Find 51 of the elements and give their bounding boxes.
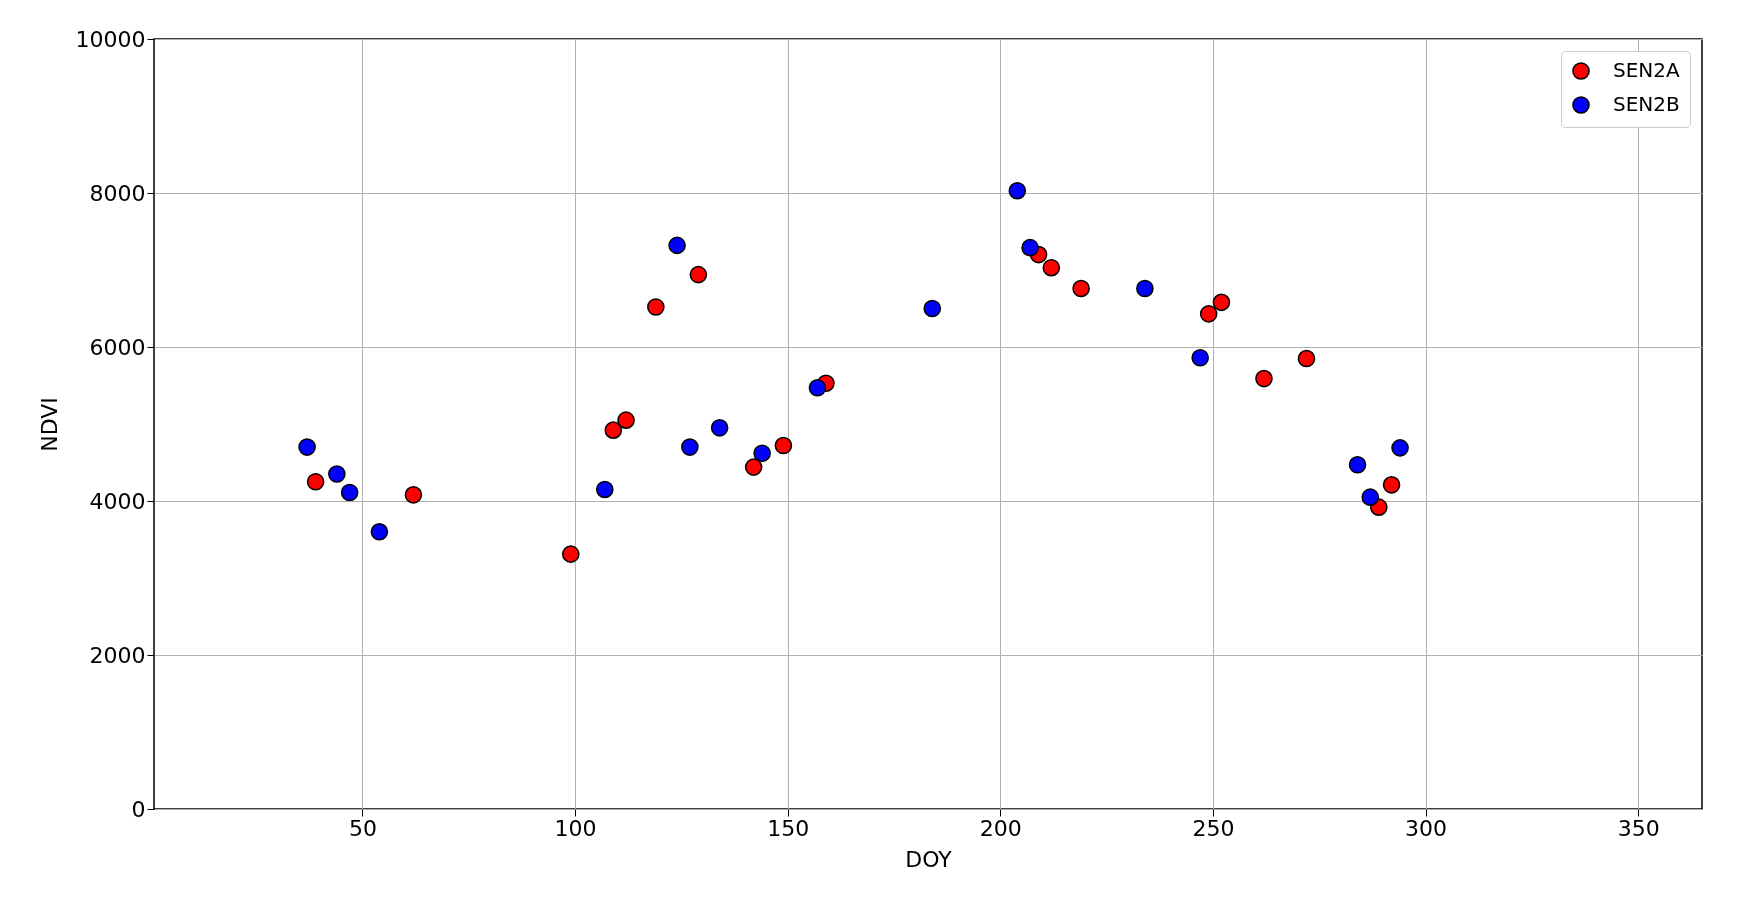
point — [668, 236, 686, 255]
point — [370, 523, 389, 541]
y-tick-label: 6000 — [89, 334, 146, 360]
point — [617, 411, 635, 429]
point — [647, 298, 665, 316]
point — [1021, 238, 1039, 257]
point — [340, 483, 359, 502]
point — [1199, 305, 1218, 323]
x-tick-label: 350 — [1617, 815, 1660, 841]
y-tick-label: 2000 — [89, 642, 146, 668]
x-tick-label: 200 — [979, 815, 1022, 841]
x-tick-label: 250 — [1192, 815, 1235, 841]
point — [1136, 279, 1154, 298]
point — [744, 458, 763, 476]
point — [1072, 279, 1090, 298]
point — [689, 265, 708, 284]
legend-label: SEN2B — [1613, 92, 1680, 116]
x-tick-label: 100 — [554, 815, 597, 841]
point — [306, 472, 325, 491]
point — [595, 480, 614, 499]
point — [1191, 348, 1209, 367]
point — [681, 438, 699, 456]
y-tick-label: 10000 — [75, 26, 146, 52]
x-axis-title: DOY — [905, 846, 953, 872]
point — [604, 421, 623, 439]
point — [1391, 439, 1409, 457]
point — [1255, 369, 1273, 388]
point — [298, 438, 316, 456]
point — [404, 486, 423, 504]
x-tick-label: 150 — [767, 815, 810, 841]
point — [923, 299, 942, 318]
point — [1008, 181, 1027, 200]
y-tick-label: 4000 — [89, 488, 146, 514]
x-tick-label: 300 — [1405, 815, 1448, 841]
point — [561, 545, 580, 563]
point — [1382, 476, 1401, 494]
point — [1297, 349, 1316, 368]
point — [1348, 456, 1367, 474]
y-axis-title: NDVI — [36, 397, 62, 452]
y-tick-label: 8000 — [89, 180, 146, 206]
point — [1212, 293, 1231, 312]
point — [774, 436, 793, 455]
point — [710, 419, 729, 437]
y-tick-label: 0 — [131, 796, 146, 822]
legend-label: SEN2A — [1613, 58, 1681, 82]
x-tick-label: 50 — [348, 815, 377, 841]
point — [1042, 258, 1061, 277]
point — [808, 379, 827, 397]
point — [1361, 488, 1380, 506]
point — [753, 444, 771, 463]
point — [328, 465, 346, 483]
